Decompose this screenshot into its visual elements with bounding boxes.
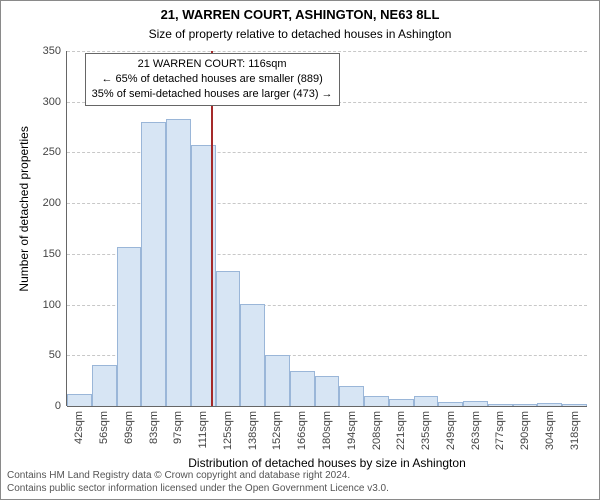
x-axis-label: Distribution of detached houses by size … xyxy=(67,456,587,470)
y-axis xyxy=(66,51,67,406)
x-tick: 235sqm xyxy=(420,411,432,450)
y-tick: 50 xyxy=(49,349,61,361)
histogram-bar xyxy=(339,386,364,406)
y-axis-label: Number of detached properties xyxy=(17,76,31,342)
x-tick: 263sqm xyxy=(470,411,482,450)
histogram-bar xyxy=(438,402,463,406)
y-tick: 100 xyxy=(43,299,61,311)
property-infobox: 21 WARREN COURT: 116sqm← 65% of detached… xyxy=(85,53,340,106)
infobox-line: ← 65% of detached houses are smaller (88… xyxy=(92,72,333,87)
x-tick: 111sqm xyxy=(197,411,209,449)
histogram-bar xyxy=(240,304,265,406)
histogram-bar xyxy=(92,365,117,406)
x-tick: 69sqm xyxy=(123,411,135,444)
histogram-bar xyxy=(117,247,142,406)
y-tick: 150 xyxy=(43,248,61,260)
x-tick: 277sqm xyxy=(494,411,506,450)
y-tick: 200 xyxy=(43,197,61,209)
y-tick: 300 xyxy=(43,96,61,108)
x-tick: 138sqm xyxy=(247,411,259,450)
histogram-bar xyxy=(265,355,290,406)
y-tick: 350 xyxy=(43,45,61,57)
histogram-bar xyxy=(414,396,439,406)
footer-line-1: Contains HM Land Registry data © Crown c… xyxy=(7,470,389,483)
histogram-bar xyxy=(488,404,513,406)
gridline xyxy=(67,51,587,52)
x-tick: 166sqm xyxy=(296,411,308,450)
histogram-bar xyxy=(463,401,488,406)
histogram-bar xyxy=(166,119,191,406)
x-tick: 208sqm xyxy=(371,411,383,450)
x-tick: 290sqm xyxy=(519,411,531,450)
x-tick: 97sqm xyxy=(172,411,184,444)
histogram-bar xyxy=(290,371,315,407)
x-axis xyxy=(67,406,587,407)
x-tick: 194sqm xyxy=(346,411,358,450)
x-tick: 125sqm xyxy=(222,411,234,450)
histogram-bar xyxy=(364,396,389,406)
x-tick: 249sqm xyxy=(445,411,457,450)
x-tick: 180sqm xyxy=(321,411,333,450)
infobox-line: 21 WARREN COURT: 116sqm xyxy=(92,57,333,72)
histogram-bar xyxy=(67,394,92,406)
histogram-bar xyxy=(537,403,562,406)
infobox-line: 35% of semi-detached houses are larger (… xyxy=(92,87,333,102)
y-tick: 250 xyxy=(43,146,61,158)
x-tick: 56sqm xyxy=(98,411,110,444)
x-tick: 42sqm xyxy=(73,411,85,444)
plot-area: 05010015020025030035042sqm56sqm69sqm83sq… xyxy=(67,51,587,406)
footer-line-2: Contains public sector information licen… xyxy=(7,483,389,496)
histogram-bar xyxy=(389,399,414,406)
x-tick: 318sqm xyxy=(569,411,581,450)
histogram-bar xyxy=(513,404,538,406)
x-tick: 221sqm xyxy=(395,411,407,450)
histogram-bar xyxy=(141,122,166,406)
histogram-bar xyxy=(216,271,241,406)
footer-attribution: Contains HM Land Registry data © Crown c… xyxy=(7,470,389,495)
chart-subtitle: Size of property relative to detached ho… xyxy=(1,27,599,41)
x-tick: 83sqm xyxy=(148,411,160,444)
x-tick: 152sqm xyxy=(271,411,283,450)
x-tick: 304sqm xyxy=(544,411,556,450)
histogram-bar xyxy=(562,404,587,406)
histogram-bar xyxy=(315,376,340,406)
y-tick: 0 xyxy=(55,400,61,412)
chart-title: 21, WARREN COURT, ASHINGTON, NE63 8LL xyxy=(1,7,599,22)
